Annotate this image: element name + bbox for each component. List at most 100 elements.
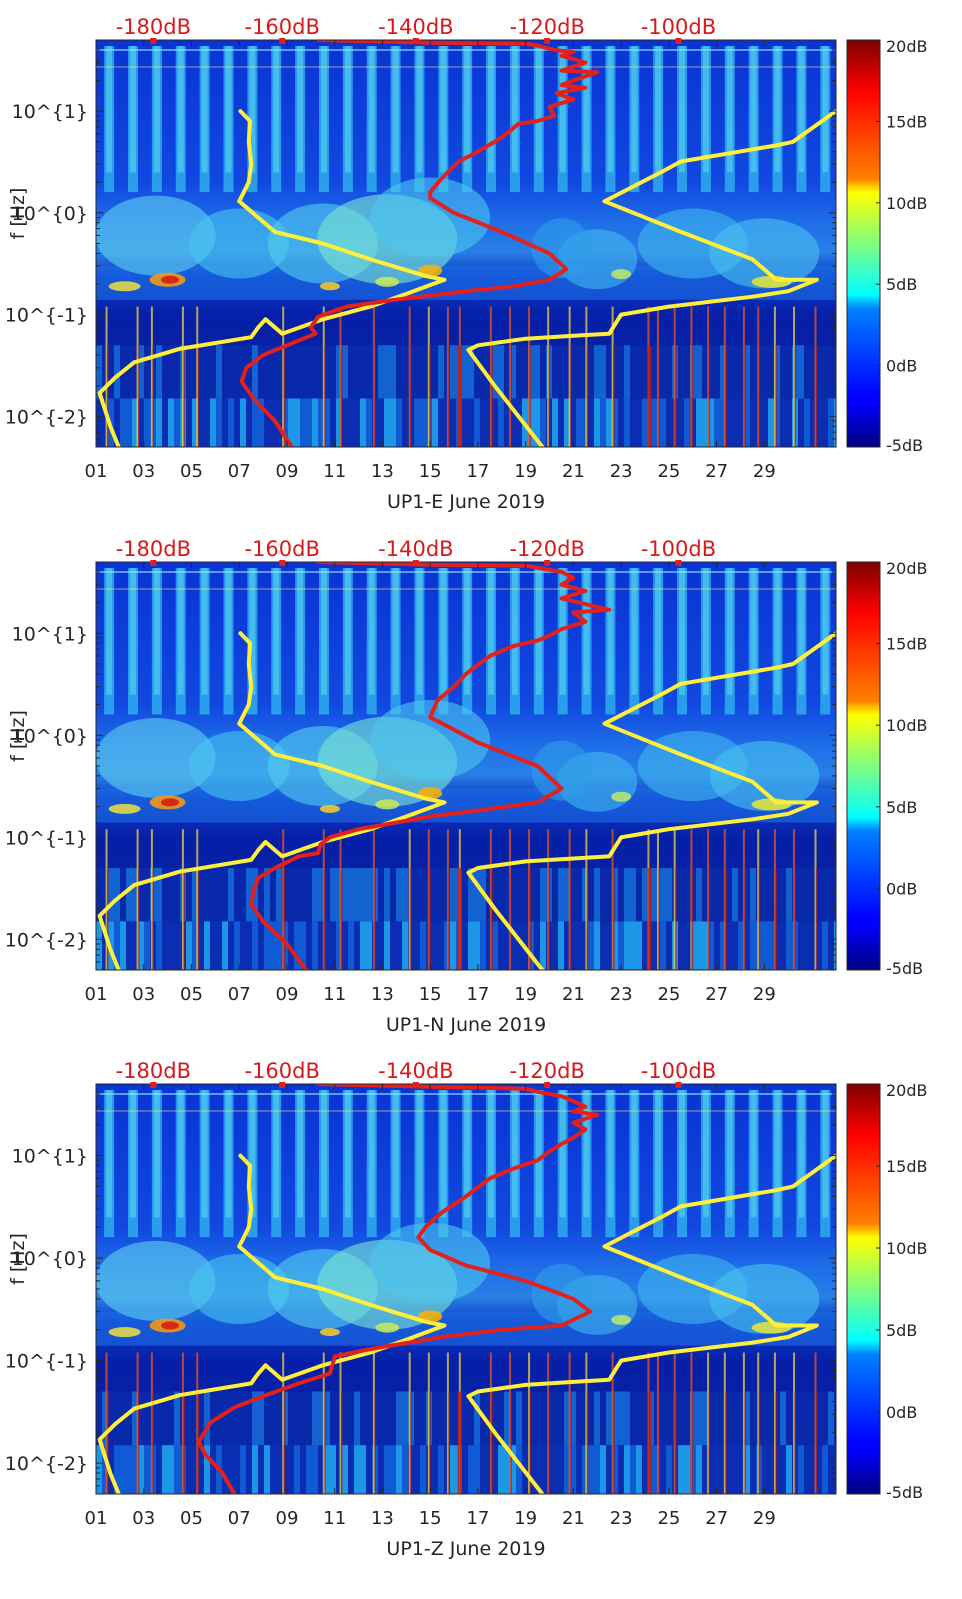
lowfreq-block <box>618 345 624 399</box>
quake-streak <box>427 1352 430 1494</box>
colorbar-label: 0dB <box>886 879 917 898</box>
lowfreq-block <box>504 345 510 399</box>
x-tick-label: 01 <box>85 984 108 1005</box>
noise-hotspot <box>375 1322 400 1333</box>
daily-stripe-core <box>488 1090 495 1218</box>
lowfreq-block <box>600 1445 606 1494</box>
lowfreq-block <box>360 1391 366 1446</box>
daily-stripe-core <box>106 1090 113 1218</box>
lowfreq-block <box>588 345 594 399</box>
lowfreq-block <box>156 1391 162 1446</box>
colorbar <box>846 1083 881 1495</box>
lowfreq-block <box>396 921 402 970</box>
lowfreq-block <box>192 1445 198 1494</box>
quake-streak <box>814 306 817 447</box>
lowfreq-block <box>660 398 666 447</box>
lowfreq-block <box>594 1445 600 1494</box>
lowfreq-block <box>540 345 546 399</box>
y-axis-label: f [Hz] <box>7 1233 29 1285</box>
lowfreq-block <box>732 1391 738 1446</box>
lowfreq-block <box>804 1445 810 1494</box>
lowfreq-block <box>492 398 498 447</box>
lowfreq-block <box>366 1445 372 1494</box>
top-db-tick <box>412 1082 419 1088</box>
quake-streak <box>793 306 796 447</box>
lowfreq-block <box>120 921 126 970</box>
lowfreq-block <box>810 1391 816 1446</box>
x-tick-label: 13 <box>371 461 394 482</box>
lowfreq-block <box>438 868 444 922</box>
lowfreq-block <box>516 345 522 399</box>
lowfreq-block <box>480 921 486 970</box>
lowfreq-block <box>246 345 252 399</box>
lowfreq-block <box>336 921 342 970</box>
lowfreq-block <box>366 868 372 922</box>
quake-streak <box>150 829 153 970</box>
lowfreq-block <box>822 921 828 970</box>
lowfreq-block <box>696 398 702 447</box>
x-tick-label: 05 <box>180 1508 203 1529</box>
quake-streak <box>183 868 185 970</box>
daily-stripe-core <box>631 1090 638 1218</box>
lowfreq-block <box>612 1445 618 1494</box>
quake-streak <box>723 1352 726 1494</box>
quake-streak <box>374 868 376 970</box>
lowfreq-block <box>126 345 132 399</box>
lowfreq-block <box>318 868 324 922</box>
lowfreq-block <box>798 1391 804 1446</box>
lowfreq-block <box>666 345 672 399</box>
spectrogram <box>96 1084 836 1494</box>
series-median_psd <box>196 1084 600 1494</box>
lowfreq-block <box>462 345 468 399</box>
lowfreq-block <box>834 868 836 922</box>
lowfreq-block <box>522 1391 528 1446</box>
lowfreq-block <box>774 345 780 399</box>
lowfreq-block <box>684 345 690 399</box>
quake-streak <box>585 829 588 970</box>
daily-stripe-core <box>559 46 566 173</box>
lowfreq-block <box>156 398 162 447</box>
noise-blob <box>96 1240 216 1321</box>
daily-stripe-core <box>106 46 113 173</box>
lowfreq-block <box>612 868 618 922</box>
quake-streak <box>427 306 430 447</box>
lowfreq-block <box>216 921 222 970</box>
lowfreq-block <box>714 1391 720 1446</box>
lowfreq-block <box>696 1391 702 1446</box>
x-tick-label: 21 <box>562 461 585 482</box>
quake-streak <box>611 1352 614 1494</box>
lowfreq-block <box>816 345 822 399</box>
top-db-label: -120dB <box>509 1059 584 1083</box>
quake-streak <box>586 1391 589 1494</box>
x-tick-label: 23 <box>610 461 633 482</box>
lowfreq-block <box>576 1445 582 1494</box>
lowfreq-block <box>348 345 354 399</box>
lowfreq-block <box>210 345 216 399</box>
lowfreq-block <box>294 1445 300 1494</box>
top-db-tick <box>675 560 682 566</box>
lowfreq-block <box>594 398 600 447</box>
lowfreq-block <box>324 1391 330 1446</box>
quake-streak <box>656 1352 659 1494</box>
lowfreq-block <box>474 921 480 970</box>
lowfreq-block <box>762 868 768 922</box>
lowfreq-block <box>660 345 666 399</box>
y-tick-label: 10^{0} <box>12 1248 88 1270</box>
top-db-tick <box>412 38 419 44</box>
lowfreq-block <box>438 921 444 970</box>
quake-streak <box>814 829 817 970</box>
lowfreq-block <box>402 868 408 922</box>
quake-streak <box>446 1352 449 1494</box>
lowfreq-block <box>210 1391 216 1446</box>
daily-stripe-core <box>344 568 351 695</box>
lowfreq-block <box>420 921 426 970</box>
lowfreq-block <box>504 868 510 922</box>
lowfreq-block <box>348 1445 354 1494</box>
lowfreq-block <box>234 921 240 970</box>
lowfreq-block <box>744 345 750 399</box>
lowfreq-block <box>366 345 372 399</box>
quake-streak <box>675 868 677 970</box>
colorbar-label: -5dB <box>886 959 923 978</box>
lowfreq-block <box>786 921 792 970</box>
top-db-tick <box>544 560 551 566</box>
